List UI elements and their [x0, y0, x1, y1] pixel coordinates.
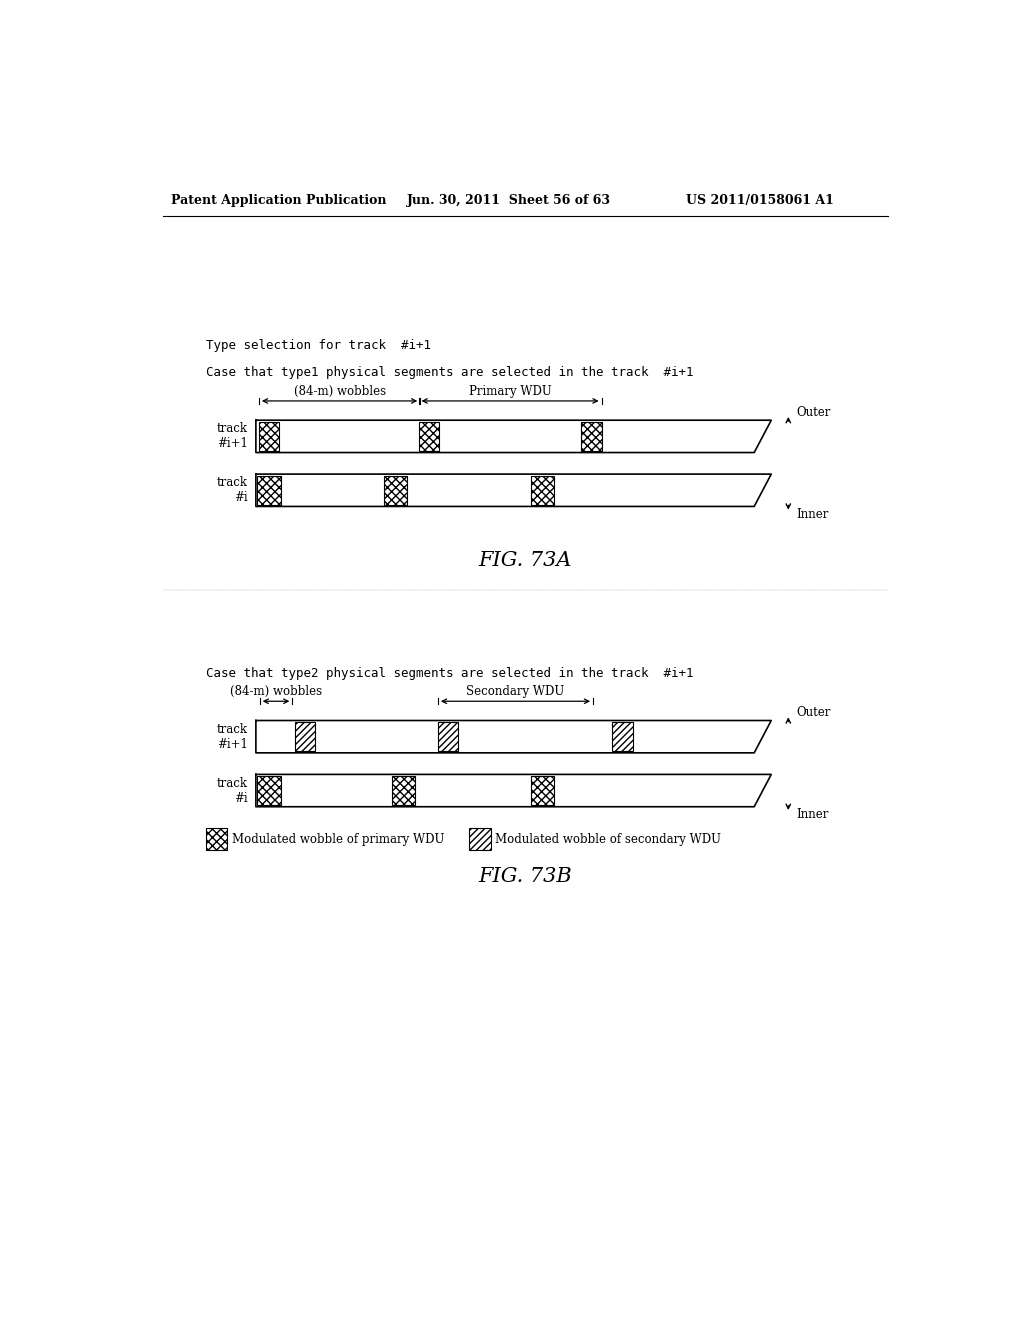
Text: Inner: Inner — [796, 508, 828, 521]
Text: Modulated wobble of secondary WDU: Modulated wobble of secondary WDU — [496, 833, 721, 846]
Bar — [438, 722, 458, 751]
Bar — [531, 475, 554, 506]
Text: Patent Application Publication: Patent Application Publication — [171, 194, 386, 207]
Bar — [206, 829, 227, 850]
Text: track
#i+1: track #i+1 — [217, 422, 248, 450]
Text: Outer: Outer — [796, 706, 830, 719]
Text: Outer: Outer — [796, 405, 830, 418]
Text: Inner: Inner — [796, 808, 828, 821]
Bar — [531, 776, 554, 805]
Polygon shape — [256, 420, 771, 453]
Bar — [469, 829, 490, 850]
Text: (84-m) wobbles: (84-m) wobbles — [230, 685, 323, 698]
Bar — [612, 722, 633, 751]
Bar — [582, 422, 601, 451]
Bar — [257, 475, 281, 506]
Text: Jun. 30, 2011  Sheet 56 of 63: Jun. 30, 2011 Sheet 56 of 63 — [407, 194, 611, 207]
Text: FIG. 73A: FIG. 73A — [478, 552, 571, 570]
Text: Secondary WDU: Secondary WDU — [466, 685, 564, 698]
Text: (84-m) wobbles: (84-m) wobbles — [294, 385, 386, 397]
Bar — [384, 475, 407, 506]
Bar — [391, 776, 415, 805]
Text: Modulated wobble of primary WDU: Modulated wobble of primary WDU — [231, 833, 444, 846]
Polygon shape — [256, 775, 771, 807]
Bar — [295, 722, 314, 751]
Text: Case that type2 physical segments are selected in the track  #i+1: Case that type2 physical segments are se… — [206, 667, 693, 680]
Text: track
#i+1: track #i+1 — [217, 722, 248, 751]
Text: FIG. 73B: FIG. 73B — [478, 867, 571, 886]
Bar — [259, 422, 280, 451]
Bar — [419, 422, 438, 451]
Text: Primary WDU: Primary WDU — [469, 385, 552, 397]
Polygon shape — [256, 721, 771, 752]
Bar — [257, 776, 281, 805]
Text: track
#i: track #i — [217, 477, 248, 504]
Text: track
#i: track #i — [217, 776, 248, 805]
Text: Type selection for track  #i+1: Type selection for track #i+1 — [206, 339, 430, 352]
Text: Case that type1 physical segments are selected in the track  #i+1: Case that type1 physical segments are se… — [206, 367, 693, 379]
Polygon shape — [256, 474, 771, 507]
Text: US 2011/0158061 A1: US 2011/0158061 A1 — [686, 194, 834, 207]
